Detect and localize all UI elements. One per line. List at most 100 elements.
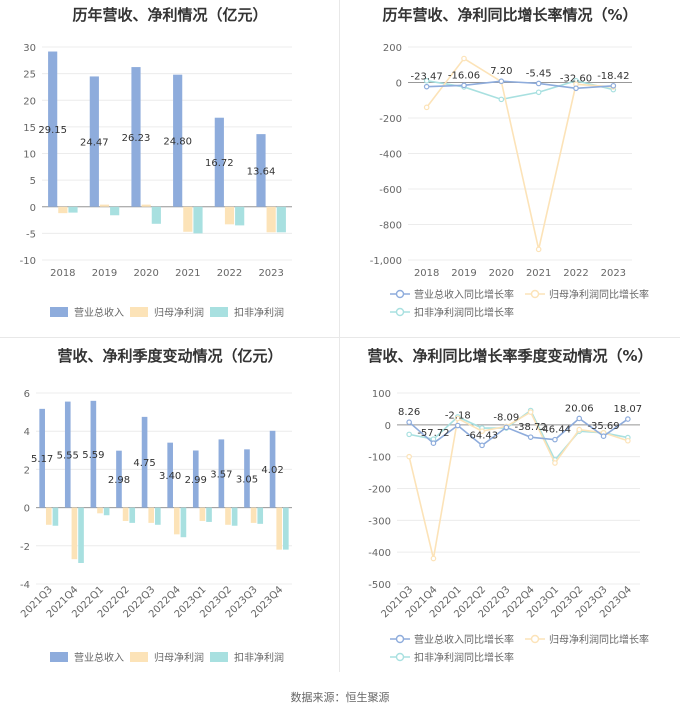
bar [283,507,289,550]
bar [266,206,276,233]
data-label: 3.57 [210,470,232,481]
y-tick-label: 0 [24,504,30,515]
y-tick-label: -200 [368,485,391,496]
bar [244,449,250,508]
legend-swatch-marker [395,289,405,299]
chart-title: 历年营收、净利情况（亿元） [72,6,268,24]
legend-label: 扣非净利润 [234,651,284,664]
y-tick-label: 2 [24,465,30,476]
bar [110,206,120,216]
legend-swatch-marker [530,634,540,644]
legend-swatch [50,307,68,317]
data-point [406,431,412,438]
chart-title: 营收、净利季度变动情况（亿元） [57,347,283,365]
data-point [423,83,430,90]
data-label: -2.18 [445,411,471,422]
legend-label: 扣非净利润 [234,306,284,319]
bar [116,450,122,508]
legend-label: 营业总收入同比增长率 [414,288,514,301]
data-label: -18.42 [597,71,629,82]
bar [173,74,183,207]
x-tick-label: 2018 [414,268,439,279]
legend-swatch-marker [395,307,405,317]
data-point [406,419,412,426]
data-point [498,96,505,103]
legend-label: 扣非净利润同比增长率 [414,651,514,664]
legend-swatch-marker [395,652,405,662]
data-label: 16.72 [205,158,234,169]
legend-label: 扣非净利润同比增长率 [414,306,514,319]
y-tick-label: 20 [23,96,36,107]
annual-revenue-profit-panel: 历年营收、净利情况（亿元） 30 25 20 15 10 5 0 -5 -10 2018 2019 2… [0,0,340,337]
data-label: 5.59 [82,450,104,461]
data-label: -46.44 [539,425,571,436]
data-point [610,82,617,89]
bar [45,507,52,525]
data-label: 2.99 [185,475,207,486]
x-tick-label: 2023 [601,268,626,279]
x-tick-label: 2020 [489,268,514,279]
data-point [625,437,631,444]
data-point [527,434,534,440]
legend-label: 归母净利润 [154,306,204,319]
y-tick-label: 5 [30,176,36,187]
bar [122,507,129,521]
annual-growth-rate-chart: 200 0 -200 -400 -600 -800 -1,000 2018 2019 2020 20… [370,43,649,319]
x-tick-label: 2019 [92,268,117,279]
bar [218,439,225,508]
data-label: 5.17 [31,454,53,465]
chart-title: 历年营收、净利同比增长率情况（%） [382,6,638,24]
data-label: 4.75 [133,458,155,469]
data-point [423,77,430,84]
bar [39,408,45,508]
x-tick-label: 2021 [526,268,551,279]
bar [131,67,141,207]
data-label: 2.98 [108,475,130,486]
x-tick-label: 2023 [258,268,283,279]
data-label: -64.43 [466,430,498,441]
data-point [552,460,558,466]
legend-swatch [130,307,148,317]
y-tick-label: -5 [26,229,36,240]
bar [199,507,206,521]
y-tick-label: 15 [23,123,36,134]
data-label: 3.40 [159,471,181,482]
data-label: 24.47 [80,138,109,149]
data-label: -38.72 [515,422,547,433]
data-label: 8.26 [398,407,420,418]
x-tick-label: 2021 [175,268,200,279]
y-tick-label: -1,000 [370,256,402,267]
y-tick-label: 200 [383,43,402,54]
bar [71,507,78,560]
data-point [527,409,534,415]
legend-swatch [210,307,228,317]
y-tick-label: -2 [20,542,30,553]
quarterly-revenue-profit-chart: 6420-2-42021Q32021Q42022Q12022Q22022Q320… [19,389,292,664]
y-tick-label: -10 [20,256,36,267]
y-tick-label: 100 [372,389,391,400]
legend-swatch [130,652,148,662]
bar [103,507,110,516]
bar [276,206,286,233]
y-tick-label: 0 [385,421,391,432]
data-label: 20.06 [565,403,594,414]
y-tick-label: -800 [379,221,402,232]
bar [167,442,173,508]
data-point [600,433,607,439]
data-point [535,80,542,87]
y-tick-label: -200 [379,114,402,125]
legend-label: 营业总收入同比增长率 [414,633,514,646]
legend-swatch [210,652,228,662]
bar [231,507,238,526]
bar [99,204,110,207]
bar [148,507,155,523]
legend-label: 归母净利润同比增长率 [549,633,649,646]
data-point [576,415,583,422]
series-line [408,417,629,447]
data-label: 5.55 [57,451,79,462]
y-tick-label: -500 [368,580,391,591]
data-label: 26.23 [122,133,151,144]
data-label: -8.09 [493,412,519,423]
series-line [426,80,614,90]
y-tick-label: 30 [23,43,36,54]
